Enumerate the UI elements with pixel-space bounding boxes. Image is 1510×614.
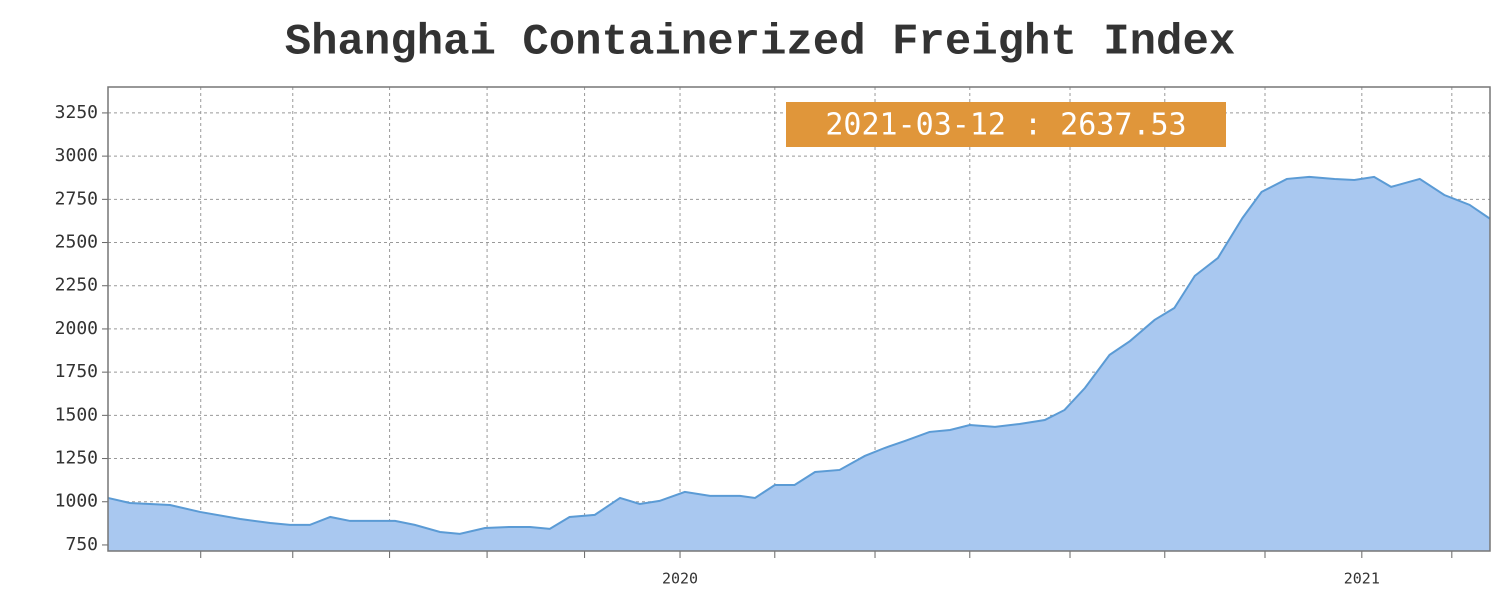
y-tick-label: 1000: [55, 491, 98, 512]
y-tick-label: 3250: [55, 102, 98, 123]
y-tick-label: 2500: [55, 232, 98, 253]
area: [108, 176, 1490, 552]
y-tick-label: 2750: [55, 188, 98, 209]
chart-title: Shanghai Containerized Freight Index: [285, 18, 1236, 68]
annotation: 2021-03-12 : 2637.53: [825, 108, 1186, 143]
y-tick-label: 1500: [55, 404, 98, 425]
y-tick-label: 2250: [55, 275, 98, 296]
y-tick-label: 2000: [55, 318, 98, 339]
line: [107, 175, 1491, 535]
x-tick-label: 2020: [662, 570, 698, 588]
x-tick-label: 2021: [1344, 570, 1380, 588]
plot-frame: [107, 86, 1491, 552]
y-tick-label: 1250: [55, 448, 98, 469]
annotation-box: [786, 102, 1226, 147]
y-tick-label: 750: [65, 534, 98, 555]
y-tick-label: 1750: [55, 361, 98, 382]
y-tick-label: 3000: [55, 145, 98, 166]
